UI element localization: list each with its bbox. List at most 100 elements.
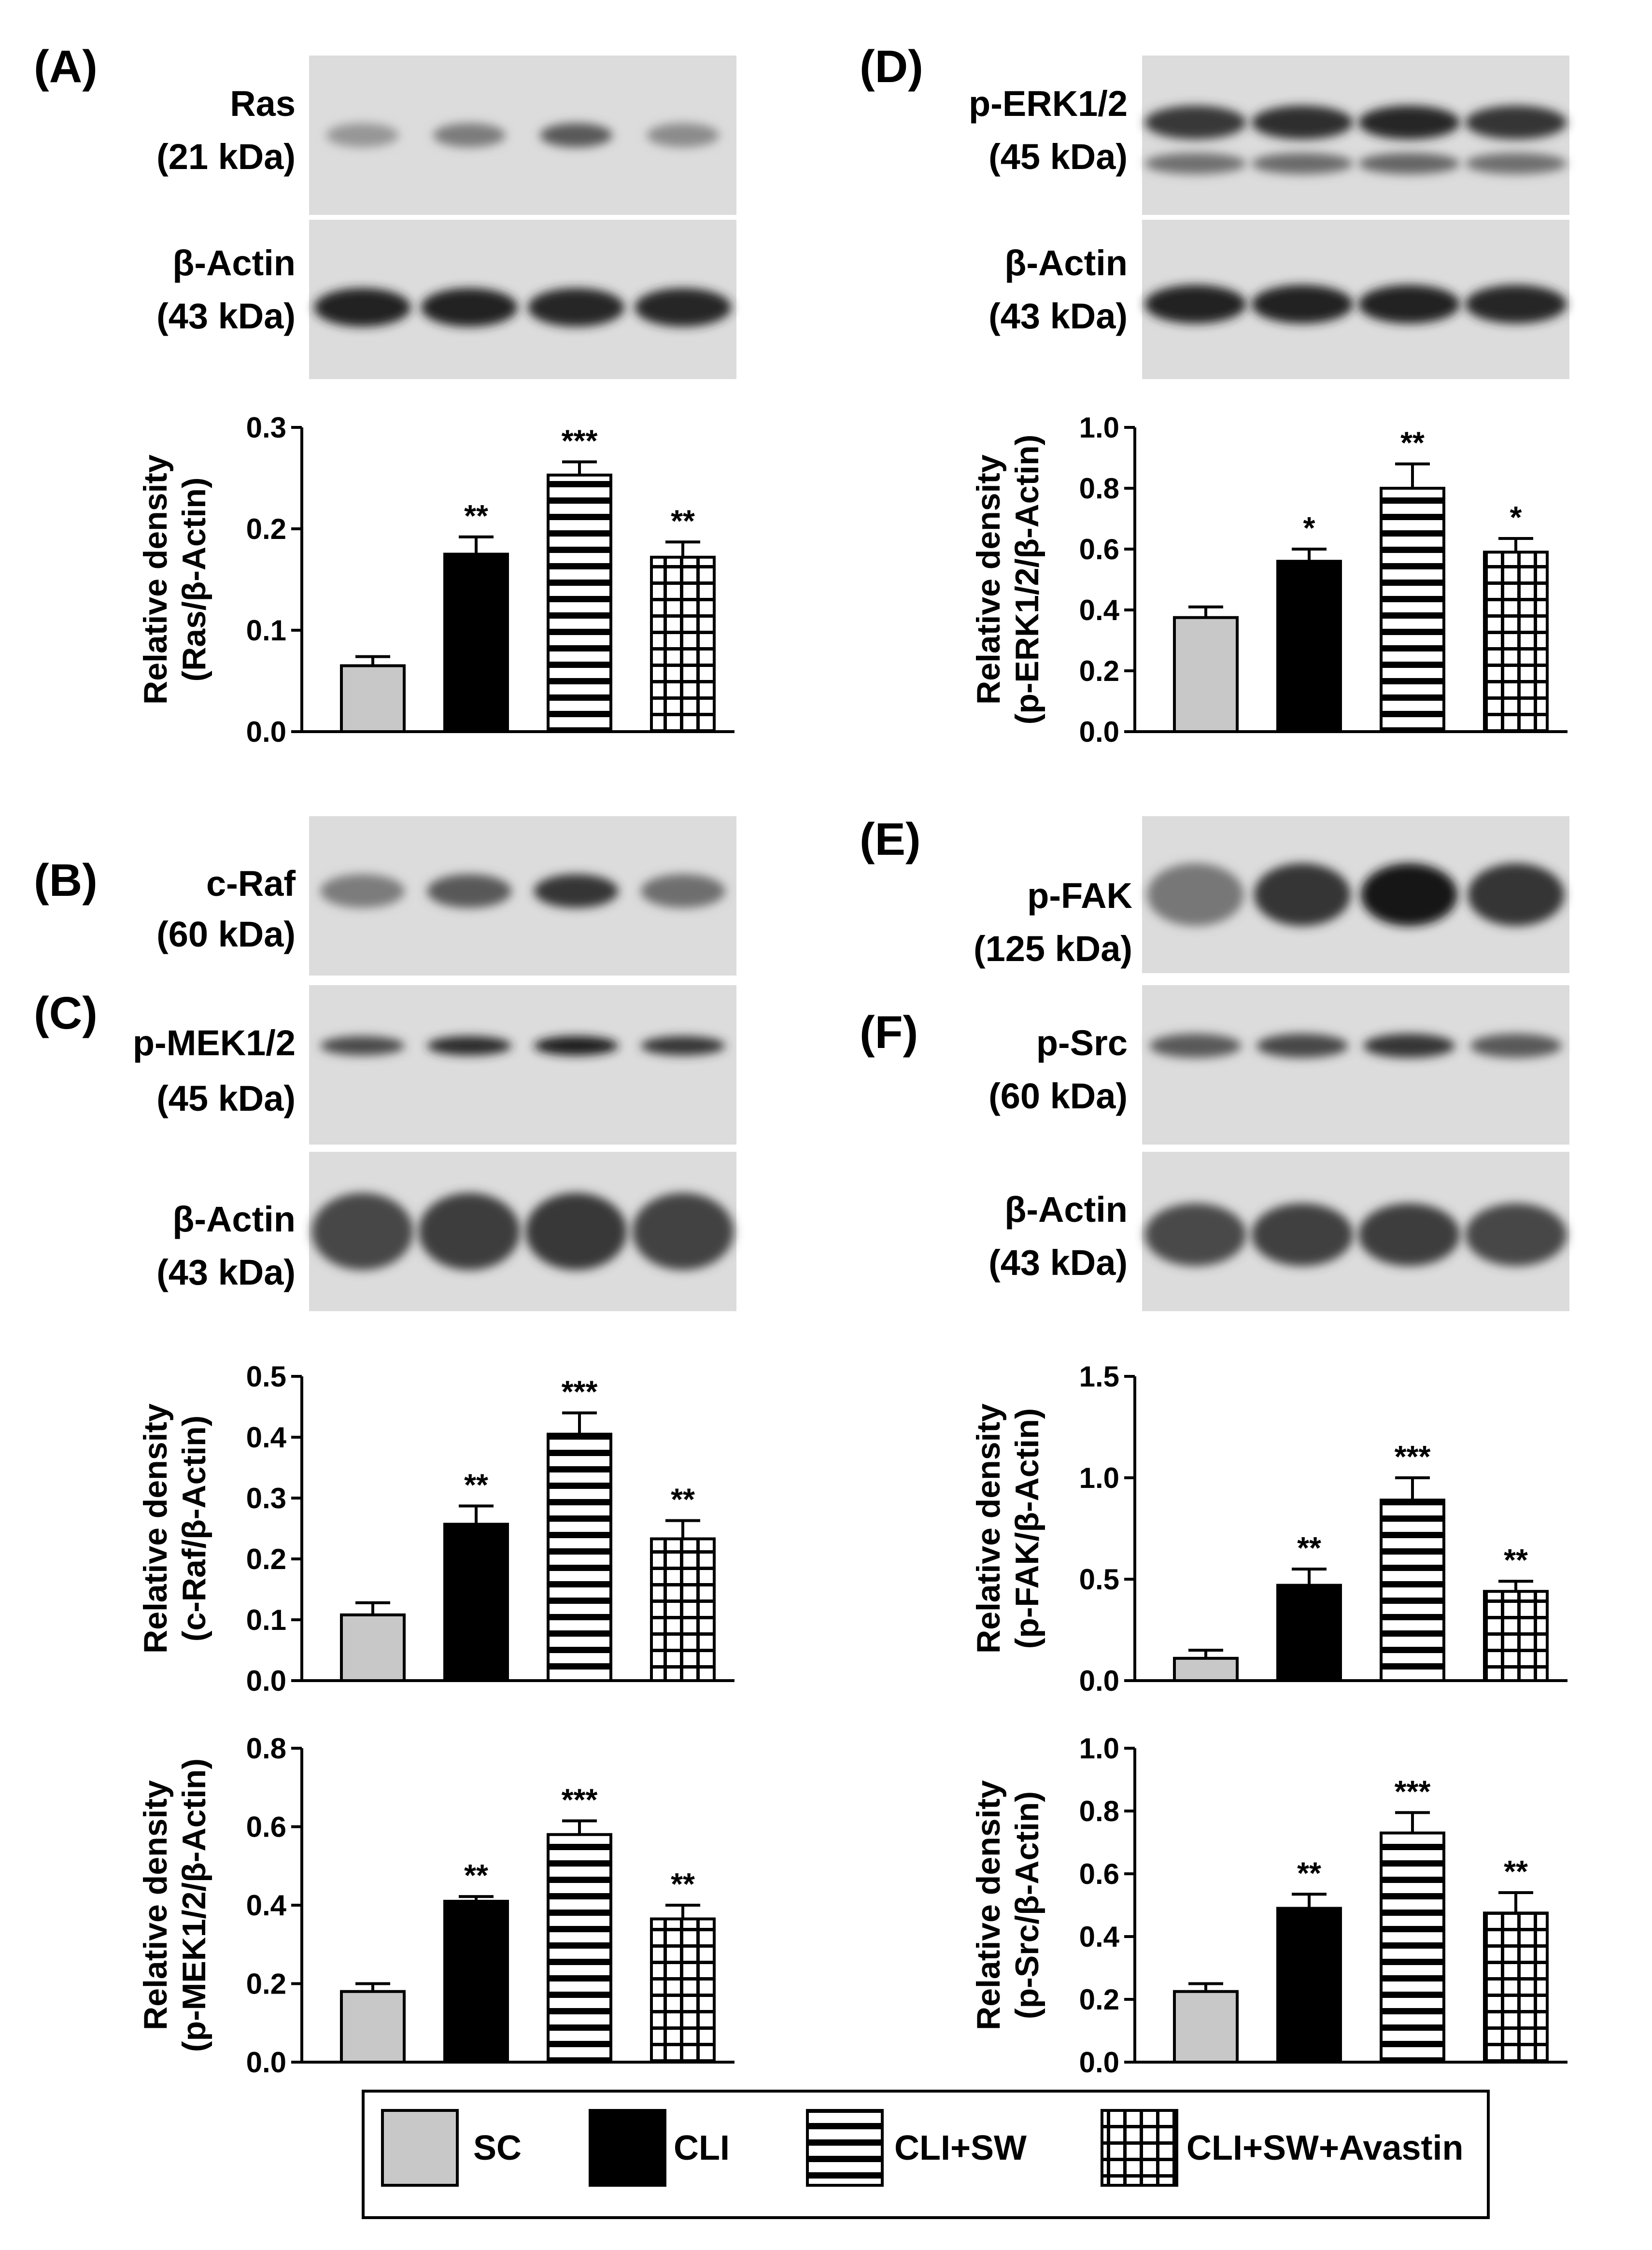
blot-background bbox=[1142, 985, 1569, 1145]
chart-5: 0.0 0.5 1.0 1.5 Relative density (p-FAK/β-Act… bbox=[970, 1360, 1567, 1697]
blot-label-beta-actin-c: β-Actin (43 kDa) bbox=[156, 1199, 296, 1292]
y-tick-label: 0.6 bbox=[1079, 533, 1119, 566]
blot-band-secondary bbox=[1144, 153, 1246, 174]
bar-cli-sw-avastin bbox=[650, 1917, 716, 2064]
y-tick-label: 0.1 bbox=[246, 1604, 286, 1636]
bar-cli-sw-avastin bbox=[650, 1537, 716, 1682]
blot-band bbox=[540, 123, 613, 147]
y-tick-label: 0.6 bbox=[1079, 1858, 1119, 1890]
blot-label-line2: (45 kDa) bbox=[156, 1078, 296, 1118]
blot-band bbox=[1361, 863, 1458, 926]
blot-band bbox=[1468, 863, 1565, 926]
y-tick-label: 0.5 bbox=[246, 1360, 286, 1393]
panel-letter-d: (D) bbox=[860, 41, 923, 92]
bar-cli-sw-avastin bbox=[650, 555, 716, 734]
legend: SC CLI CLI+SW CLI+SW+Avastin bbox=[362, 2090, 1490, 2219]
panel-letter-a: (A) bbox=[34, 41, 98, 92]
y-tick-label: 0.8 bbox=[1079, 1795, 1119, 1827]
blot-band bbox=[1144, 1203, 1246, 1266]
y-axis-title-line2: (Ras/β-Actin) bbox=[176, 477, 212, 681]
blot-band bbox=[326, 123, 399, 147]
bar-cli-sw-avastin bbox=[1483, 1911, 1549, 2064]
bar-cli bbox=[1276, 1907, 1342, 2064]
blot-label-line1: Ras bbox=[230, 84, 296, 124]
bar-cli bbox=[1276, 560, 1342, 733]
blot-band bbox=[1149, 1033, 1242, 1058]
significance-marker: ** bbox=[1504, 1542, 1528, 1577]
blot-label-line2: (45 kDa) bbox=[988, 137, 1128, 177]
blot-band bbox=[1256, 1033, 1348, 1058]
blot-label-c-raf: c-Raf (60 kDa) bbox=[156, 863, 296, 954]
bar-sc bbox=[1173, 1990, 1239, 2064]
significance-marker: ** bbox=[671, 1482, 695, 1517]
blot-label-line1: p-Src bbox=[1036, 1023, 1128, 1063]
blot-band bbox=[320, 1036, 405, 1056]
blot-band bbox=[1363, 1033, 1455, 1058]
y-tick-label: 0.2 bbox=[246, 1543, 286, 1575]
legend-swatch-cli bbox=[589, 2109, 666, 2187]
bar-cli-sw bbox=[547, 1833, 612, 2064]
blot-p-src bbox=[1142, 985, 1569, 1145]
blot-label-p-src: p-Src (60 kDa) bbox=[988, 1023, 1128, 1116]
y-tick-label: 0.0 bbox=[246, 2046, 286, 2079]
blot-label-line1: c-Raf bbox=[206, 863, 296, 904]
blot-band-secondary bbox=[1251, 153, 1353, 174]
blot-label-line2: (21 kDa) bbox=[156, 137, 296, 177]
y-tick-label: 0.2 bbox=[246, 513, 286, 545]
blot-band bbox=[1147, 863, 1244, 926]
legend-label-sc: SC bbox=[473, 2129, 522, 2167]
blot-band bbox=[1251, 284, 1353, 324]
blot-band bbox=[534, 874, 619, 908]
blot-label-line1: β-Actin bbox=[172, 1199, 296, 1239]
legend-swatch-sc bbox=[381, 2109, 459, 2187]
blot-p-fak bbox=[1142, 816, 1569, 973]
y-tick-label: 0.0 bbox=[246, 1665, 286, 1697]
chart-6: 0.0 0.2 0.4 0.6 0.8 1.0 Relative density (p-Src… bbox=[970, 1732, 1567, 2079]
y-tick-label: 0.0 bbox=[1079, 716, 1119, 748]
bar-cli bbox=[443, 1523, 509, 1682]
bar-sc bbox=[340, 1613, 406, 1682]
blot-band bbox=[640, 1036, 725, 1056]
blot-beta-actin-a bbox=[309, 220, 736, 379]
blot-label-line2: (125 kDa) bbox=[974, 929, 1132, 969]
blot-label-p-erk: p-ERK1/2 (45 kDa) bbox=[969, 84, 1128, 177]
blot-label-ras: Ras (21 kDa) bbox=[156, 84, 296, 177]
chart-4: 0.0 0.2 0.4 0.6 0.8 1.0 Relative density (p-ERK… bbox=[970, 411, 1567, 748]
y-tick-label: 0.4 bbox=[1079, 1921, 1120, 1953]
blot-label-line1: p-ERK1/2 bbox=[969, 84, 1128, 124]
legend-item-sc: SC bbox=[381, 2109, 522, 2187]
y-axis-title-line1: Relative density bbox=[137, 1403, 174, 1654]
significance-marker: *** bbox=[562, 423, 598, 458]
blot-ras bbox=[309, 56, 736, 215]
significance-marker: *** bbox=[1395, 1439, 1431, 1474]
y-axis-title-line1: Relative density bbox=[970, 1403, 1007, 1654]
blot-band bbox=[525, 1193, 627, 1270]
panel-letter-b: (B) bbox=[34, 855, 98, 906]
significance-marker: ** bbox=[464, 498, 488, 533]
y-tick-label: 0.0 bbox=[1079, 1665, 1119, 1697]
blot-label-beta-actin-a: β-Actin (43 kDa) bbox=[156, 243, 296, 336]
blot-band bbox=[314, 288, 411, 327]
blot-band-secondary bbox=[1358, 153, 1460, 174]
legend-swatch-cli-sw-avastin bbox=[1101, 2109, 1178, 2187]
significance-marker: ** bbox=[1504, 1854, 1528, 1889]
blot-band bbox=[1358, 1203, 1460, 1266]
y-tick-label: 0.3 bbox=[246, 411, 286, 444]
bar-cli bbox=[1276, 1584, 1342, 1683]
y-tick-label: 0.4 bbox=[246, 1889, 287, 1922]
blot-band bbox=[1144, 105, 1246, 140]
significance-marker: *** bbox=[1395, 1774, 1431, 1809]
significance-marker: ** bbox=[464, 1467, 488, 1502]
y-tick-label: 0.4 bbox=[246, 1421, 287, 1454]
blot-label-line2: (43 kDa) bbox=[988, 296, 1128, 336]
blot-band bbox=[528, 288, 625, 327]
blot-beta-actin-d bbox=[1142, 220, 1569, 379]
y-axis-title-line2: (p-ERK1/2/β-Actin) bbox=[1009, 435, 1045, 725]
blot-beta-actin-c bbox=[309, 1152, 736, 1311]
chart-3: 0.0 0.2 0.4 0.6 0.8 Relative density (p-MEK1/2… bbox=[137, 1732, 734, 2079]
bar-sc bbox=[1173, 1656, 1239, 1683]
y-tick-label: 0.8 bbox=[1079, 472, 1119, 505]
blot-band-secondary bbox=[1465, 153, 1567, 174]
y-axis-title-line2: (p-FAK/β-Actin) bbox=[1009, 1408, 1045, 1649]
